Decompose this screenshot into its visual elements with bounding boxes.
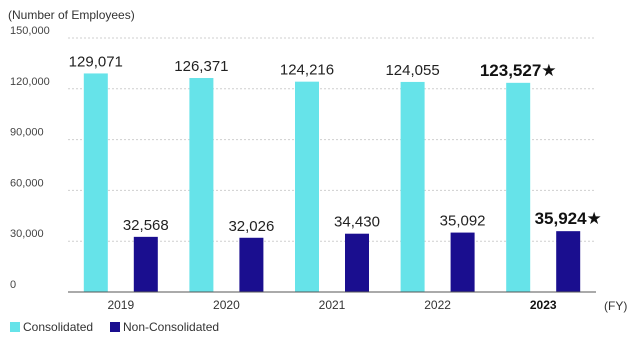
- bars: [83, 73, 581, 293]
- y-tick-label: 30,000: [10, 228, 44, 240]
- legend-label: Non-Consolidated: [123, 320, 219, 334]
- legend-swatch: [10, 322, 20, 332]
- data-label: 35,092: [440, 213, 486, 230]
- bar-non-consolidated-2022: [450, 232, 475, 292]
- x-tick-label: 2022: [424, 298, 451, 312]
- bar-consolidated-2022: [400, 81, 425, 292]
- x-tick-label: 2023: [530, 298, 557, 312]
- y-tick-label: 90,000: [10, 127, 44, 139]
- x-axis-ticks: 2019 2020 2021 2022 2023: [107, 298, 556, 312]
- x-tick-label: 2021: [319, 298, 346, 312]
- y-tick-label: 0: [10, 279, 16, 291]
- legend-swatch: [110, 322, 120, 332]
- data-label: 126,371: [174, 58, 228, 75]
- bar-non-consolidated-2023: [556, 231, 581, 292]
- data-label: 35,924★: [535, 209, 602, 228]
- data-label: 32,026: [228, 218, 274, 235]
- y-tick-label: 120,000: [10, 76, 50, 88]
- data-label: 32,568: [123, 217, 169, 234]
- y-tick-label: 150,000: [10, 25, 50, 37]
- data-label: 129,071: [69, 53, 123, 70]
- y-tick-label: 60,000: [10, 177, 44, 189]
- bar-consolidated-2021: [295, 81, 319, 292]
- data-label: 124,055: [385, 62, 439, 79]
- x-tick-label: 2019: [107, 298, 134, 312]
- x-axis-unit: (FY): [604, 299, 627, 313]
- y-axis-label: (Number of Employees): [8, 8, 135, 22]
- bar-non-consolidated-2019: [133, 236, 158, 292]
- legend: Consolidated Non-Consolidated: [10, 320, 219, 334]
- y-axis-ticks: 150,000 120,000 90,000 60,000 30,000 0: [10, 25, 50, 291]
- data-labels: 129,071 32,568 126,371 32,026 124,216 34,430 1…: [69, 53, 602, 234]
- bar-non-consolidated-2021: [345, 233, 369, 292]
- bar-consolidated-2020: [189, 78, 214, 292]
- data-label: 123,527★: [480, 61, 557, 80]
- x-tick-label: 2020: [213, 298, 240, 312]
- data-label: 124,216: [280, 62, 334, 79]
- bar-non-consolidated-2020: [239, 237, 264, 292]
- bar-consolidated-2019: [83, 73, 108, 292]
- data-label: 34,430: [334, 214, 380, 231]
- legend-label: Consolidated: [23, 320, 93, 334]
- bar-consolidated-2023: [506, 82, 531, 293]
